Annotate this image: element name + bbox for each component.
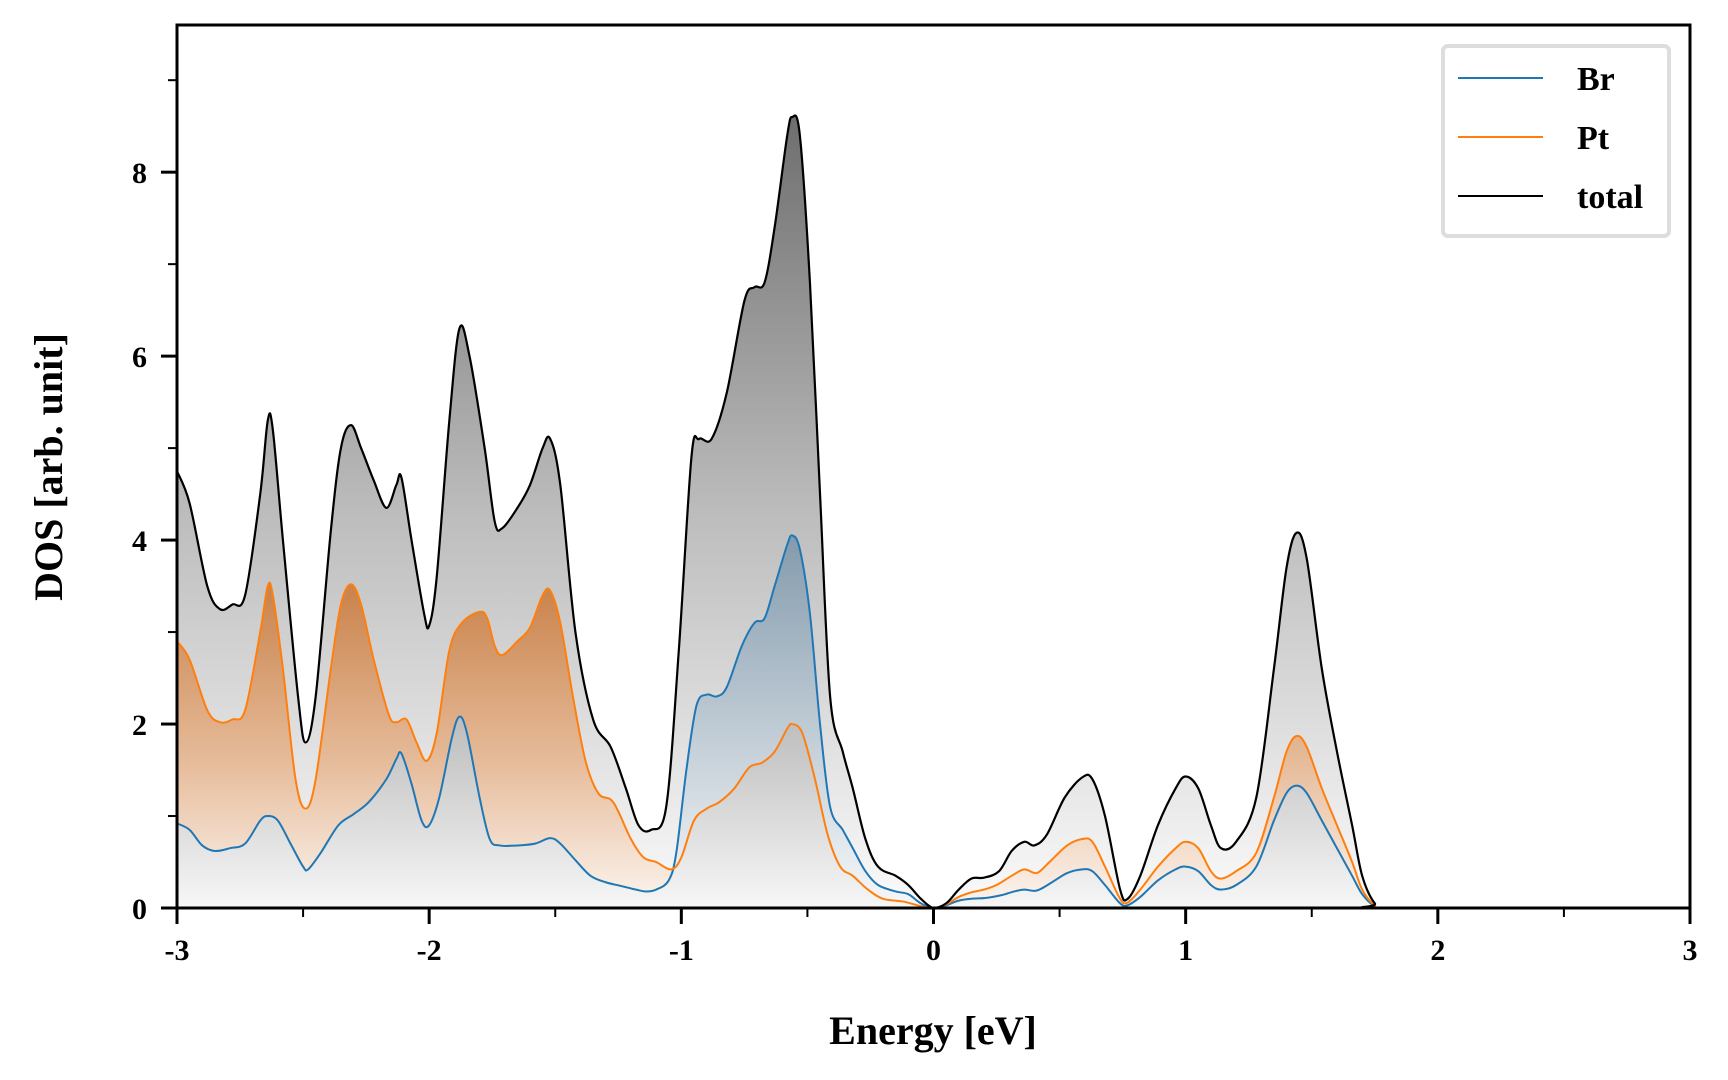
legend-box [1441,44,1671,238]
y-axis-title: DOS [arb. unit] [26,333,71,601]
y-tick-label: 8 [132,157,147,190]
x-tick-label: 0 [926,934,941,967]
x-tick-label: 1 [1178,934,1193,967]
legend-label-total: total [1577,179,1643,216]
y-axis: 0 2 4 6 8 [132,79,177,926]
area-fills [177,115,1690,908]
x-tick-label: 2 [1430,934,1445,967]
series-lines [177,114,1690,908]
y-tick-label: 6 [132,341,147,374]
y-tick-label: 0 [132,893,147,926]
legend: Br Pt total [1441,44,1671,238]
legend-label-pt: Pt [1577,120,1610,157]
y-tick-label: 4 [132,525,147,558]
series-line-pt [177,581,1690,908]
legend-label-br: Br [1577,61,1615,98]
x-tick-label: -3 [165,934,190,967]
series-line-total [177,114,1690,908]
y-tick-label: 2 [132,709,147,742]
series-line-br [177,534,1690,908]
x-axis: -3 -2 -1 0 1 2 3 [165,908,1698,967]
x-tick-label: -1 [669,934,694,967]
area-fill-br [177,535,1690,908]
x-axis-title: Energy [eV] [829,1008,1037,1053]
x-tick-label: -2 [417,934,442,967]
x-tick-label: 3 [1683,934,1698,967]
